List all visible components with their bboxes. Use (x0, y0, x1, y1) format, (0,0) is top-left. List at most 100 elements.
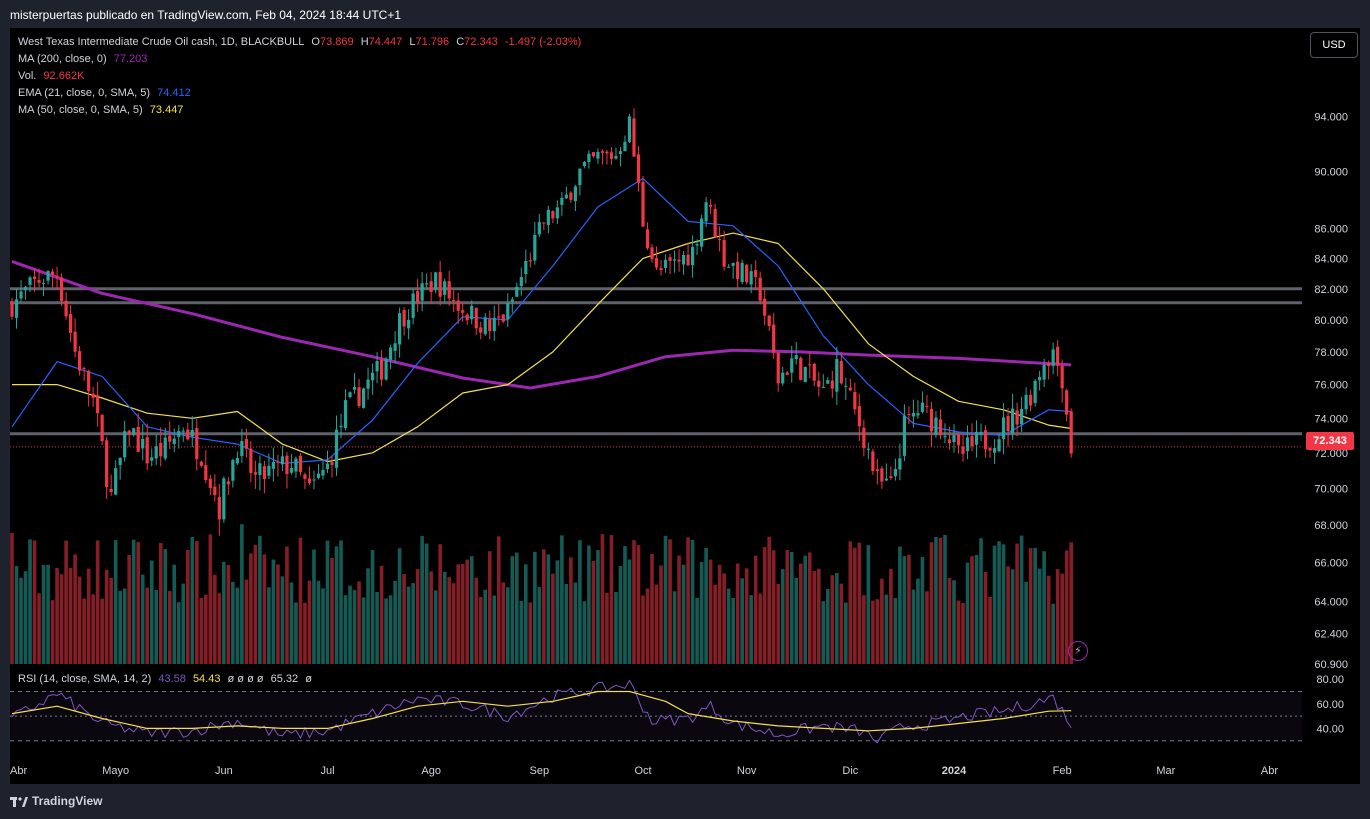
candle-body (370, 372, 375, 381)
volume-bar (596, 550, 600, 664)
volume-bar (91, 594, 95, 664)
volume-bar (515, 552, 519, 664)
candle-body (573, 186, 577, 202)
tradingview-logo-icon (10, 796, 28, 807)
volume-bar (871, 600, 875, 664)
volume-bar (695, 597, 699, 664)
volume-bar (848, 541, 853, 664)
candle-body (226, 481, 230, 485)
volume-legend[interactable]: Vol. 92.662K (18, 70, 88, 82)
volume-bar (650, 553, 654, 664)
chart-area[interactable]: 94.000 90.000 86.000 84.000 82.000 80.000 78.0… (10, 28, 1360, 784)
volume-bar (753, 555, 758, 664)
candle-body (528, 260, 532, 262)
volume-bar (835, 573, 839, 664)
volume-bar (537, 587, 542, 664)
volume-bar (627, 559, 632, 664)
volume-bar (812, 570, 817, 664)
volume-bar (393, 580, 397, 664)
candle-body (677, 259, 681, 262)
candle-body (244, 438, 248, 449)
ma50-label: MA (50, close, 0, SMA, 5) (18, 104, 143, 116)
volume-bar (569, 557, 573, 664)
candle-body (618, 151, 623, 154)
volume-bar (735, 563, 740, 664)
candle-body (1065, 390, 1069, 415)
candle-body (997, 439, 1001, 452)
volume-bar (866, 545, 871, 664)
brand[interactable]: TradingView (10, 794, 102, 808)
volume-bar (875, 599, 880, 664)
candle-body (497, 316, 501, 318)
ma200-legend[interactable]: MA (200, close, 0) 77.203 (18, 53, 151, 65)
candle-body (276, 461, 280, 463)
candle-body (1020, 408, 1024, 425)
candle-body (699, 218, 704, 247)
header-bar: misterpuertas publicado en TradingView.c… (0, 0, 1370, 28)
lightning-icon[interactable]: ⚡ (1068, 641, 1088, 661)
currency-button[interactable]: USD (1310, 32, 1358, 58)
volume-bar (420, 536, 424, 664)
ma200-value: 77.203 (113, 53, 148, 65)
ma50-legend[interactable]: MA (50, close, 0, SMA, 5) 73.447 (18, 104, 187, 116)
candle-body (546, 209, 550, 226)
volume-bar (145, 587, 150, 664)
candle-body (334, 429, 339, 468)
candle-body (623, 141, 627, 152)
volume-value: 92.662K (43, 70, 85, 82)
volume-bar (397, 548, 402, 664)
candle-body (681, 254, 686, 265)
volume-bar (997, 541, 1001, 664)
candle-body (821, 386, 825, 388)
volume-bar (645, 588, 650, 664)
candle-body (803, 366, 807, 382)
candle-body (916, 413, 920, 416)
volume-bar (348, 585, 352, 664)
candle-body (420, 283, 424, 301)
volume-bar (560, 535, 564, 664)
candle-body (582, 161, 587, 167)
volume-bar (379, 565, 384, 664)
candle-body (880, 468, 884, 482)
price-tick-label: 72.000 (1314, 448, 1348, 460)
candle-body (325, 463, 330, 469)
candle-body (695, 244, 699, 246)
volume-bar (965, 562, 970, 664)
candle-body (988, 448, 992, 451)
candle-body (920, 402, 925, 412)
volume-bar (415, 569, 420, 664)
volume-bar (469, 556, 474, 664)
candle-body (123, 431, 127, 458)
candle-body (709, 204, 713, 207)
candle-body (776, 352, 780, 384)
rsi-legend[interactable]: RSI (14, close, SMA, 14, 2) 43.58 54.43 … (18, 673, 316, 685)
candle-body (136, 426, 140, 452)
candle-body (690, 246, 695, 266)
volume-bar (321, 588, 325, 664)
time-tick-label: Sep (530, 765, 550, 777)
price-chart[interactable]: 94.000 90.000 86.000 84.000 82.000 80.000 78.0… (10, 28, 1360, 784)
candle-body (78, 351, 82, 371)
ema21-legend[interactable]: EMA (21, close, 0, SMA, 5) 74.412 (18, 87, 195, 99)
volume-bar (668, 539, 672, 664)
volume-bar (402, 574, 406, 664)
rsi-tick-label: 80.00 (1316, 674, 1344, 686)
volume-bar (920, 556, 925, 664)
volume-bar (131, 539, 136, 664)
candlesticks (10, 108, 1073, 536)
candle-body (425, 283, 429, 285)
time-tick-label: Jun (215, 765, 233, 777)
candle-body (524, 260, 528, 275)
volume-bar (542, 549, 546, 664)
price-tick-label: 84.000 (1314, 253, 1348, 265)
time-tick-label: Oct (634, 765, 651, 777)
volume-bar (780, 569, 785, 664)
volume-bar (844, 602, 848, 664)
volume-bar (862, 595, 866, 664)
volume-bar (713, 584, 717, 664)
candle-body (835, 359, 839, 392)
volume-bar (352, 590, 357, 664)
volume-bar (140, 574, 145, 664)
volume-bar (127, 554, 131, 664)
volume-bar (235, 587, 240, 664)
